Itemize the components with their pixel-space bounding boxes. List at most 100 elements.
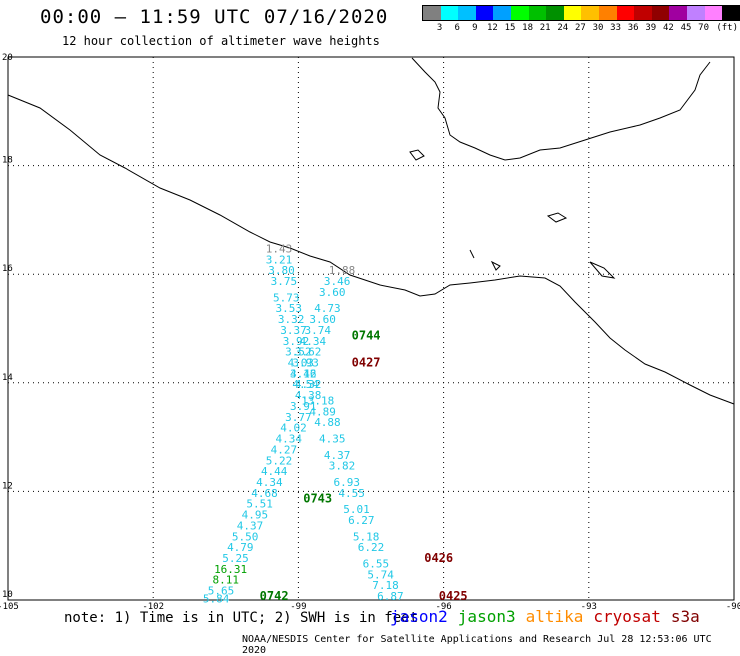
wave-height-label: 6.55 bbox=[363, 557, 390, 570]
legend-swatch bbox=[563, 6, 582, 20]
wave-height-label: 4.34 bbox=[275, 433, 302, 446]
lon-label: -96 bbox=[435, 602, 451, 612]
wave-height-label: 4.44 bbox=[261, 465, 288, 478]
credit-line: NOAA/NESDIS Center for Satellite Applica… bbox=[242, 634, 712, 656]
legend-label: 33 bbox=[610, 23, 622, 33]
legend-swatch bbox=[598, 6, 617, 20]
wave-height-label: 4.54 bbox=[292, 378, 319, 391]
wave-height-label: 3.52 bbox=[285, 346, 312, 359]
track-labels: 1.433.213.803.75 5.733.533.323.373.923.52… bbox=[203, 242, 404, 605]
wave-height-label: 4.79 bbox=[227, 541, 254, 554]
wave-height-label: 5.01 bbox=[343, 503, 370, 516]
wave-height-label: 7.18 bbox=[372, 579, 399, 592]
lon-label: -102 bbox=[142, 602, 164, 612]
lat-label: 20 bbox=[2, 53, 13, 63]
wave-height-label: 3.60 bbox=[319, 286, 346, 299]
legend-label: 24 bbox=[557, 23, 569, 33]
wave-height-label: 6.27 bbox=[348, 514, 375, 527]
island-2 bbox=[546, 212, 568, 223]
wave-height-label: 4.55 bbox=[338, 487, 365, 500]
wave-height-label: 4.34 bbox=[300, 335, 327, 348]
color-legend: 3 6 9 12 15 18 21 24 27 30 33 36 39 42 45 70 (ft) bbox=[422, 5, 740, 35]
legend-swatch bbox=[651, 6, 670, 20]
legend-swatch bbox=[704, 6, 723, 20]
legend-swatch bbox=[669, 6, 687, 20]
wave-height-label: 5.18 bbox=[353, 530, 380, 543]
pass-id-label: 0743 bbox=[303, 491, 332, 505]
satellite-name: s3a bbox=[670, 607, 700, 626]
lat-label: 10 bbox=[2, 590, 13, 600]
legend-label: 21 bbox=[539, 23, 551, 33]
pass-id-label: 0426 bbox=[424, 551, 453, 565]
legend-label: 12 bbox=[486, 23, 498, 33]
legend-label: 27 bbox=[574, 23, 586, 33]
legend-label: (ft) bbox=[716, 23, 739, 33]
lat-lon-grid bbox=[7, 56, 735, 601]
wave-height-label: 4.37 bbox=[324, 449, 351, 462]
wave-height-label: 4.27 bbox=[271, 443, 298, 456]
wave-height-label: 3.37 bbox=[280, 324, 307, 337]
satellite-name: jason3 bbox=[457, 607, 516, 626]
wave-height-label: 1.43 bbox=[266, 242, 293, 255]
wave-height-label: 3.77 bbox=[285, 411, 312, 424]
island-1 bbox=[409, 149, 425, 161]
page-subtitle: 12 hour collection of altimeter wave hei… bbox=[62, 34, 380, 48]
wave-height-label: 8.11 bbox=[213, 574, 240, 587]
wave-height-label: 4.89 bbox=[309, 405, 336, 418]
legend-swatch bbox=[722, 6, 740, 20]
wave-height-label: 4.34 bbox=[256, 476, 283, 489]
legend-swatch bbox=[634, 6, 652, 20]
wave-height-label: 6.93 bbox=[334, 476, 361, 489]
legend-label: 70 bbox=[698, 23, 710, 33]
wave-height-label: 3.75 bbox=[271, 275, 298, 288]
lat-label: 12 bbox=[2, 481, 13, 491]
wave-height-label: 3.46 bbox=[324, 275, 351, 288]
wave-height-label: 4.35 bbox=[319, 433, 346, 446]
pass-id-label: 0425 bbox=[439, 589, 468, 603]
wave-height-label: 5.65 bbox=[208, 585, 235, 598]
mexico-pacific-coastline bbox=[7, 94, 735, 405]
wave-height-label: 4.88 bbox=[314, 416, 341, 429]
wave-height-label: 6.22 bbox=[358, 541, 385, 554]
lon-label: -105 bbox=[0, 602, 19, 612]
legend-swatch bbox=[528, 6, 547, 20]
wave-height-label: 3.91 bbox=[290, 400, 317, 413]
wave-height-label: 4.32 bbox=[295, 378, 322, 391]
wave-height-label: 3.93 bbox=[292, 357, 319, 370]
coastline bbox=[7, 57, 735, 405]
legend-label: 36 bbox=[627, 23, 639, 33]
island-3 bbox=[589, 261, 616, 279]
wave-height-label: 5.25 bbox=[222, 552, 249, 565]
wave-height-label: 3.32 bbox=[278, 313, 305, 326]
island-4 bbox=[469, 249, 475, 259]
wave-height-label: 3.21 bbox=[266, 253, 293, 266]
pass-id-label: 0744 bbox=[352, 328, 381, 342]
legend-label: 39 bbox=[645, 23, 657, 33]
wave-height-label: 3.53 bbox=[275, 302, 302, 315]
wave-height-label: 5.51 bbox=[246, 498, 273, 511]
legend-label: 9 bbox=[472, 23, 478, 33]
wave-height-label: 4.38 bbox=[295, 389, 322, 402]
lat-label: 14 bbox=[2, 373, 13, 383]
legend-swatch bbox=[458, 6, 476, 20]
footer-note: note: 1) Time is in UTC; 2) SWH is in fe… bbox=[64, 610, 419, 626]
legend-labels: 3 6 9 12 15 18 21 24 27 30 33 36 39 42 45 70 (ft) bbox=[422, 21, 740, 35]
lat-label: 18 bbox=[2, 156, 13, 166]
legend-label: 6 bbox=[454, 23, 460, 33]
lon-label: -90 bbox=[726, 602, 740, 612]
legend-swatch bbox=[493, 6, 511, 20]
wave-height-label: 5.73 bbox=[273, 291, 300, 304]
wave-height-label: 3.74 bbox=[305, 324, 332, 337]
satellite-name: jason2 bbox=[390, 607, 448, 626]
legend-swatch bbox=[546, 6, 564, 20]
legend-swatch bbox=[686, 6, 705, 20]
pass-id-label: 0427 bbox=[352, 356, 381, 370]
wave-height-label: 4.03 bbox=[288, 357, 315, 370]
legend-swatch bbox=[423, 6, 441, 20]
wave-height-label: 4.73 bbox=[314, 302, 341, 315]
legend-label: 42 bbox=[662, 23, 674, 33]
wave-height-label: 1.88 bbox=[329, 264, 356, 277]
axis-labels: 20 18 16 14 12 10 -105 -102 -99 -96 -93 -90 bbox=[0, 53, 740, 612]
satellite-legend: jason2 jason3 altika cryosat s3a bbox=[390, 607, 710, 626]
